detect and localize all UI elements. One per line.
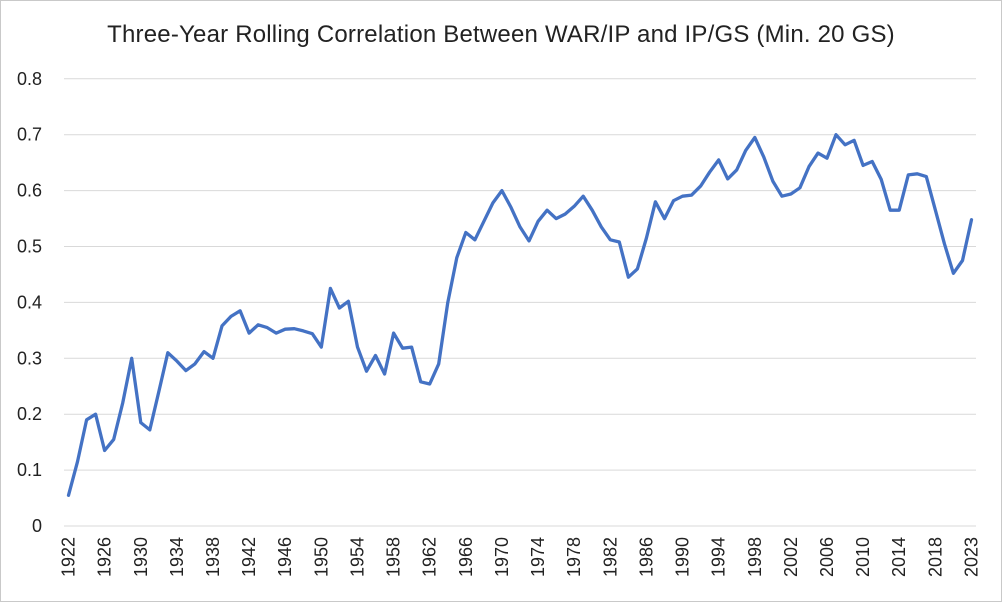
x-axis-tick-label: 2002 bbox=[781, 537, 801, 577]
x-axis-tick-label: 1966 bbox=[456, 537, 476, 577]
y-axis-tick-label: 0 bbox=[32, 516, 42, 536]
x-axis-tick-label: 1970 bbox=[492, 537, 512, 577]
x-axis-tick-label: 1922 bbox=[59, 537, 79, 577]
x-axis-tick-label: 1942 bbox=[239, 537, 259, 577]
x-axis-tick-label: 1926 bbox=[95, 537, 115, 577]
x-axis-tick-label: 1994 bbox=[709, 537, 729, 577]
y-axis-tick-label: 0.7 bbox=[17, 125, 42, 145]
y-axis-tick-label: 0.8 bbox=[17, 69, 42, 89]
y-axis-tick-label: 0.1 bbox=[17, 460, 42, 480]
x-axis-tick-label: 1930 bbox=[131, 537, 151, 577]
correlation-line bbox=[66, 133, 974, 497]
x-axis-tick-label: 1958 bbox=[384, 537, 404, 577]
y-axis-tick-label: 0.3 bbox=[17, 348, 42, 368]
y-axis-labels: 0 0.1 0.2 0.3 0.4 0.5 0.6 0.7 0.8 bbox=[17, 69, 42, 536]
x-axis-tick-label: 1934 bbox=[167, 537, 187, 577]
x-axis-tick-label: 2010 bbox=[853, 537, 873, 577]
x-axis-tick-label: 1990 bbox=[673, 537, 693, 577]
y-axis-tick-label: 0.4 bbox=[17, 292, 42, 312]
y-axis-tick-label: 0.2 bbox=[17, 404, 42, 424]
x-axis-tick-label: 1986 bbox=[636, 537, 656, 577]
x-axis-tick-label: 1950 bbox=[311, 537, 331, 577]
x-axis-tick-label: 1974 bbox=[528, 537, 548, 577]
y-axis-tick-label: 0.5 bbox=[17, 237, 42, 257]
x-axis-tick-label: 1978 bbox=[564, 537, 584, 577]
x-axis-tick-label: 1998 bbox=[745, 537, 765, 577]
x-axis-tick-label: 1946 bbox=[275, 537, 295, 577]
x-axis-tick-label: 2014 bbox=[889, 537, 909, 577]
x-axis-labels: 1922 1926 1930 1934 1938 1942 1946 1950 1954 1958… bbox=[59, 537, 982, 577]
y-axis-tick-label: 0.6 bbox=[17, 181, 42, 201]
x-axis-tick-label: 2006 bbox=[817, 537, 837, 577]
x-axis-tick-label: 2018 bbox=[925, 537, 945, 577]
chart-title: Three-Year Rolling Correlation Between W… bbox=[107, 21, 895, 48]
x-axis-tick-label: 2023 bbox=[962, 537, 982, 577]
x-axis-tick-label: 1954 bbox=[348, 537, 368, 577]
x-axis-tick-label: 1962 bbox=[420, 537, 440, 577]
gridlines bbox=[64, 78, 976, 527]
x-axis-tick-label: 1938 bbox=[203, 537, 223, 577]
x-axis-tick-label: 1982 bbox=[600, 537, 620, 577]
